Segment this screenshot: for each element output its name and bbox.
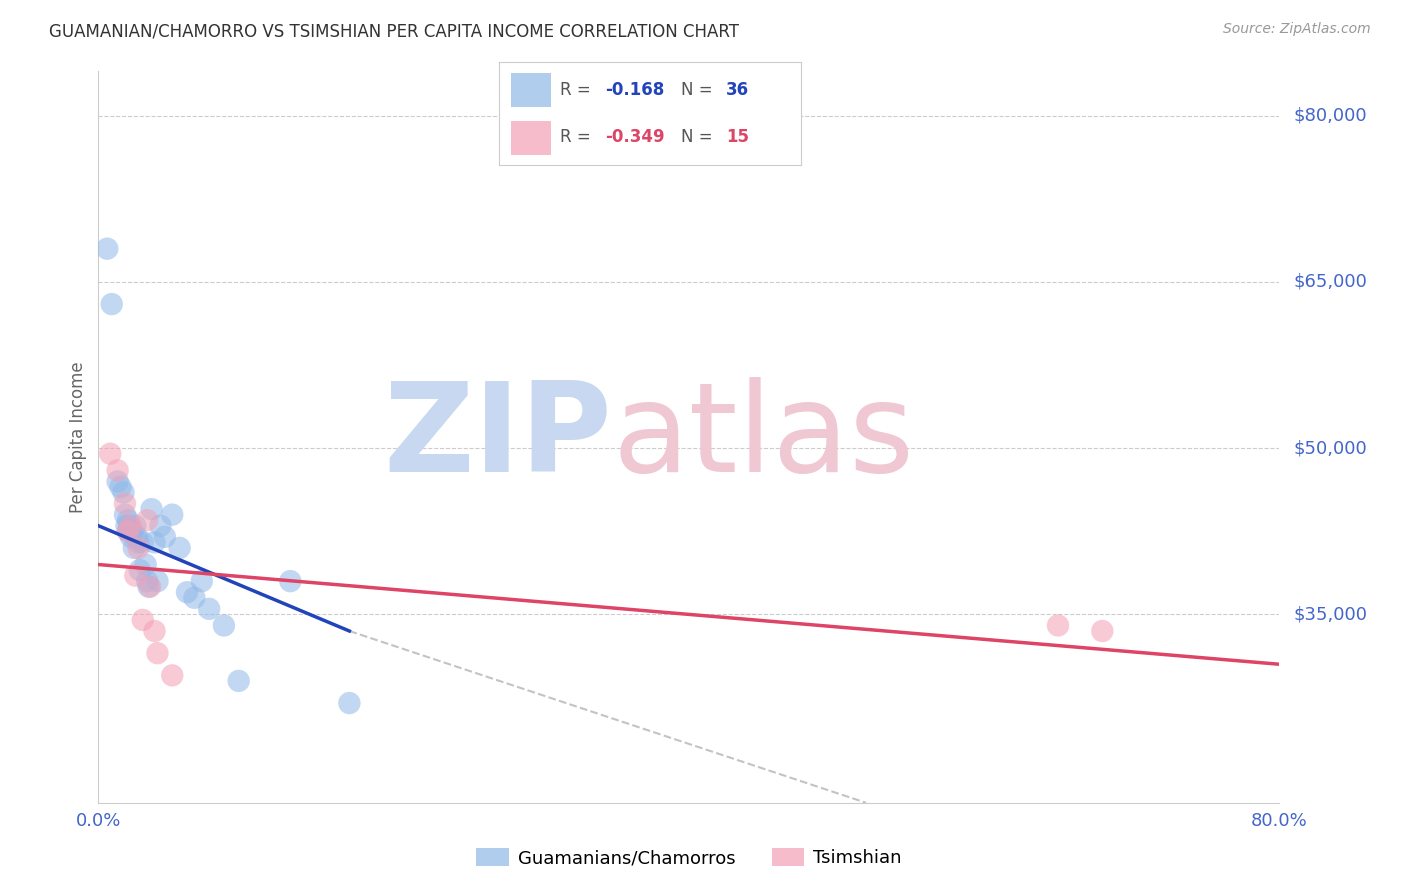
Point <box>120 518 142 533</box>
Point <box>136 513 159 527</box>
Point <box>153 530 176 544</box>
Point <box>162 508 183 522</box>
Text: N =: N = <box>681 128 711 146</box>
Point <box>100 297 122 311</box>
Point <box>278 574 302 589</box>
Point <box>212 618 235 632</box>
Text: atlas: atlas <box>612 376 914 498</box>
Point <box>114 508 136 522</box>
Text: 0.0%: 0.0% <box>76 812 121 830</box>
Point <box>117 513 139 527</box>
Text: $35,000: $35,000 <box>1294 606 1368 624</box>
Point <box>146 574 169 589</box>
Text: R =: R = <box>560 81 591 99</box>
Point <box>337 696 360 710</box>
Point <box>127 541 149 555</box>
Point <box>115 518 138 533</box>
Point <box>124 568 146 582</box>
Point <box>118 518 141 533</box>
Text: R =: R = <box>560 128 591 146</box>
Text: GUAMANIAN/CHAMORRO VS TSIMSHIAN PER CAPITA INCOME CORRELATION CHART: GUAMANIAN/CHAMORRO VS TSIMSHIAN PER CAPI… <box>49 22 740 40</box>
Text: $65,000: $65,000 <box>1294 273 1367 291</box>
Point <box>125 530 148 544</box>
Point <box>143 535 166 549</box>
Y-axis label: Per Capita Income: Per Capita Income <box>69 361 87 513</box>
Point <box>162 668 183 682</box>
Point <box>98 447 121 461</box>
Text: N =: N = <box>681 81 711 99</box>
Point <box>114 497 136 511</box>
Point <box>127 535 149 549</box>
Point <box>149 518 172 533</box>
Text: ZIP: ZIP <box>384 376 612 498</box>
Point <box>141 502 163 516</box>
Point <box>117 524 139 539</box>
Point <box>124 518 146 533</box>
Point <box>122 541 145 555</box>
Point <box>139 580 162 594</box>
Bar <box>512 73 551 106</box>
Point <box>121 524 143 539</box>
Legend: Guamanians/Chamorros, Tsimshian: Guamanians/Chamorros, Tsimshian <box>470 840 908 874</box>
Point <box>132 613 155 627</box>
Point <box>128 563 150 577</box>
Point <box>143 624 166 638</box>
Text: 80.0%: 80.0% <box>1251 812 1308 830</box>
Point <box>169 541 191 555</box>
Text: Source: ZipAtlas.com: Source: ZipAtlas.com <box>1223 22 1371 37</box>
Point <box>132 535 155 549</box>
Point <box>135 558 157 572</box>
Point <box>107 463 129 477</box>
Point <box>120 530 142 544</box>
Point <box>136 574 159 589</box>
Point <box>146 646 169 660</box>
Text: 36: 36 <box>725 81 749 99</box>
Text: -0.349: -0.349 <box>605 128 665 146</box>
Point <box>138 580 160 594</box>
Point <box>96 242 118 256</box>
Text: 15: 15 <box>725 128 749 146</box>
Point <box>1046 618 1069 632</box>
Text: -0.168: -0.168 <box>605 81 664 99</box>
Point <box>1091 624 1114 638</box>
Text: $50,000: $50,000 <box>1294 439 1367 458</box>
Text: $80,000: $80,000 <box>1294 107 1367 125</box>
Point <box>117 524 139 539</box>
Point <box>112 485 135 500</box>
Point <box>176 585 198 599</box>
Point <box>183 591 205 605</box>
Point <box>191 574 214 589</box>
Bar <box>512 121 551 155</box>
Point <box>198 602 221 616</box>
Point <box>107 475 129 489</box>
Point <box>110 480 132 494</box>
Point <box>228 673 250 688</box>
